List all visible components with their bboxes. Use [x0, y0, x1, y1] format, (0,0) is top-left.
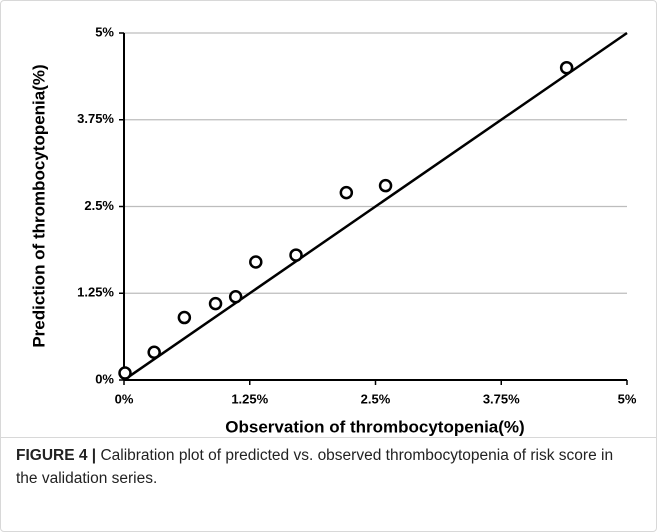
data-point: [378, 178, 393, 193]
chart: Observation of thrombocytopenia(%) Predi…: [29, 24, 637, 436]
y-tick-label: 0%: [95, 371, 114, 386]
caption-text: Calibration plot of predicted vs. observ…: [16, 447, 614, 487]
data-point: [208, 296, 223, 311]
caption-label: FIGURE 4 |: [16, 447, 97, 464]
y-tick-label: 5%: [95, 24, 114, 39]
caption: FIGURE 4 | Calibration plot of predicted…: [16, 444, 636, 490]
x-axis-title: Observation of thrombocytopenia(%): [225, 417, 524, 436]
y-tick-label: 1.25%: [77, 285, 114, 300]
y-tick-label: 3.75%: [77, 111, 114, 126]
x-tick-label: 3.75%: [483, 391, 520, 406]
data-point: [289, 248, 303, 262]
x-tick-label: 5%: [618, 391, 637, 406]
data-point: [249, 255, 263, 269]
data-point: [228, 289, 243, 304]
data-point: [147, 345, 161, 359]
divider: [1, 437, 656, 438]
data-point: [339, 185, 354, 200]
x-tick-label: 2.5%: [361, 391, 391, 406]
data-point: [559, 60, 574, 75]
data-point: [177, 310, 192, 325]
x-tick-label: 0%: [115, 391, 134, 406]
x-tick-label: 1.25%: [231, 391, 268, 406]
data-point: [118, 366, 132, 380]
y-tick-label: 2.5%: [84, 198, 114, 213]
reference-line: [123, 31, 628, 382]
y-axis-title: Prediction of thrombocytopenia(%): [29, 64, 48, 347]
